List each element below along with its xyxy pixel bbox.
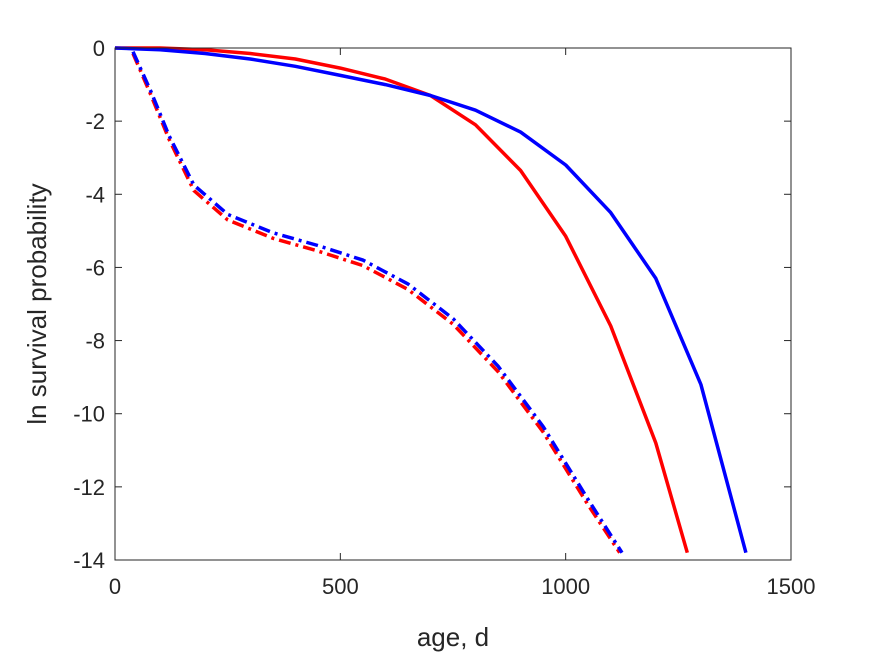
y-tick-label: -8	[85, 329, 105, 354]
x-tick-label: 0	[109, 574, 121, 599]
x-axis-label: age, d	[417, 622, 489, 652]
plot-area	[115, 48, 791, 560]
series-line-3	[131, 52, 622, 554]
y-tick-label: 0	[93, 36, 105, 61]
series-line-2	[114, 46, 748, 554]
y-tick-label: -14	[73, 548, 105, 573]
y-tick-label: -10	[73, 402, 105, 427]
y-tick-label: -12	[73, 475, 105, 500]
plot-frame	[114, 47, 792, 561]
series-line-4	[131, 50, 624, 554]
y-axis-label: ln survival probability	[22, 183, 52, 424]
series-layer	[114, 46, 748, 554]
y-tick-label: -4	[85, 182, 105, 207]
x-tick-label: 1500	[767, 574, 816, 599]
x-tick-label: 1000	[541, 574, 590, 599]
x-tick-label: 500	[322, 574, 359, 599]
y-tick-label: -6	[85, 255, 105, 280]
series-line-1	[115, 46, 689, 554]
y-tick-label: -2	[85, 109, 105, 134]
tick-layer: 0 500 1000 1500 0 -2 -4 -6 -8 -10 -12 -14	[73, 36, 815, 599]
